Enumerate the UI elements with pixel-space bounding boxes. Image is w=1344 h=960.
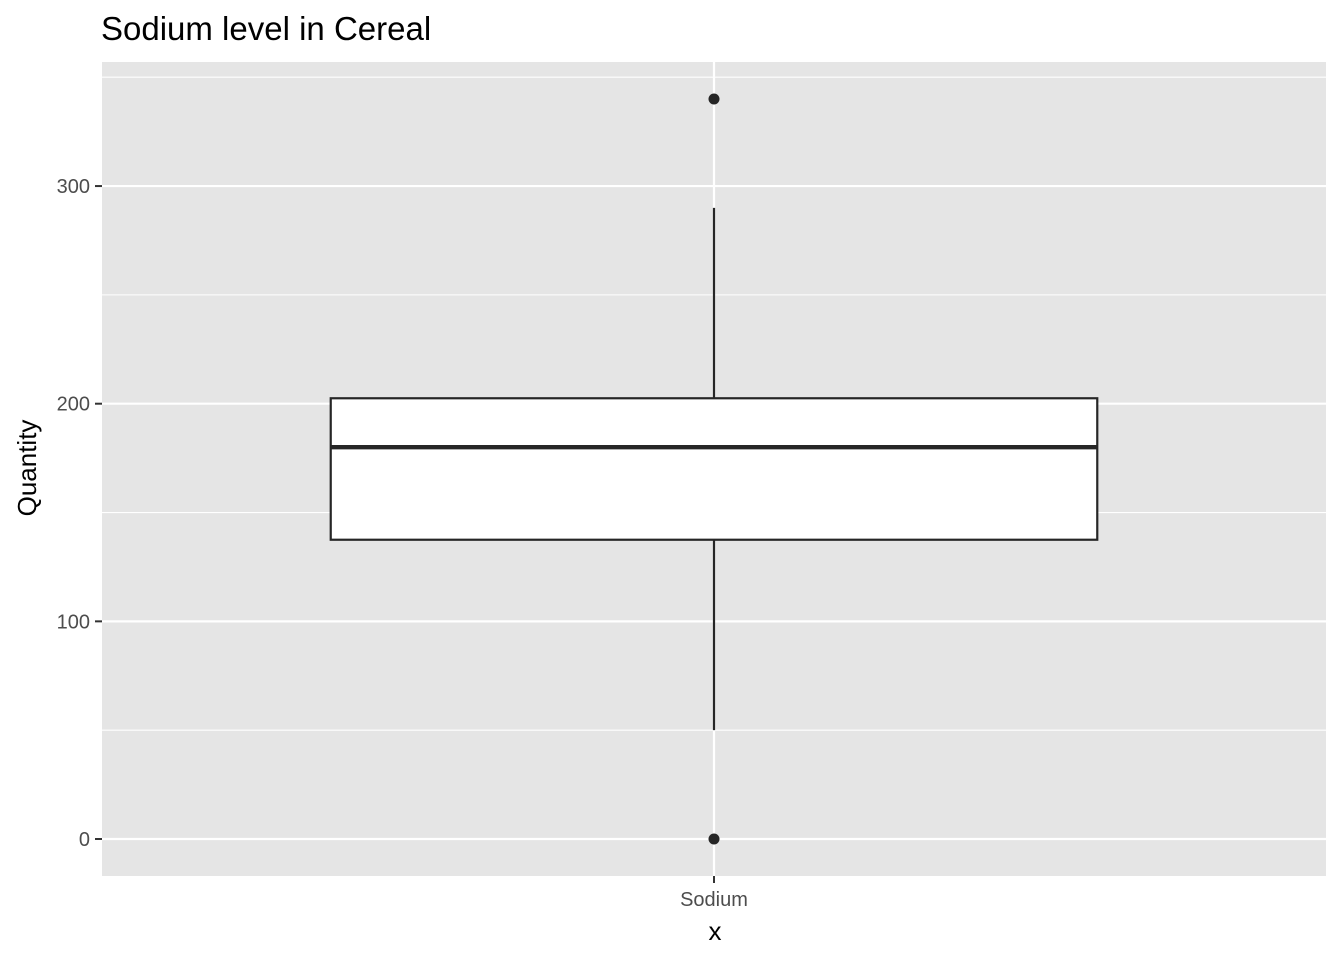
x-tick-label: Sodium xyxy=(680,889,748,911)
outlier-point xyxy=(708,833,720,845)
x-axis-title: x xyxy=(709,916,722,946)
y-tick-label: 300 xyxy=(57,176,90,198)
box-marks xyxy=(329,93,1099,845)
y-tick-label: 100 xyxy=(57,611,90,633)
y-axis-title: Quantity xyxy=(12,420,42,517)
y-tick-label: 200 xyxy=(57,394,90,416)
y-axis: 0 100 200 300 xyxy=(57,176,102,851)
chart-title: Sodium level in Cereal xyxy=(101,10,431,47)
outlier-point xyxy=(708,93,720,105)
y-tick-label: 0 xyxy=(79,829,90,851)
iqr-box xyxy=(329,397,1099,541)
x-axis: Sodium xyxy=(680,876,748,911)
